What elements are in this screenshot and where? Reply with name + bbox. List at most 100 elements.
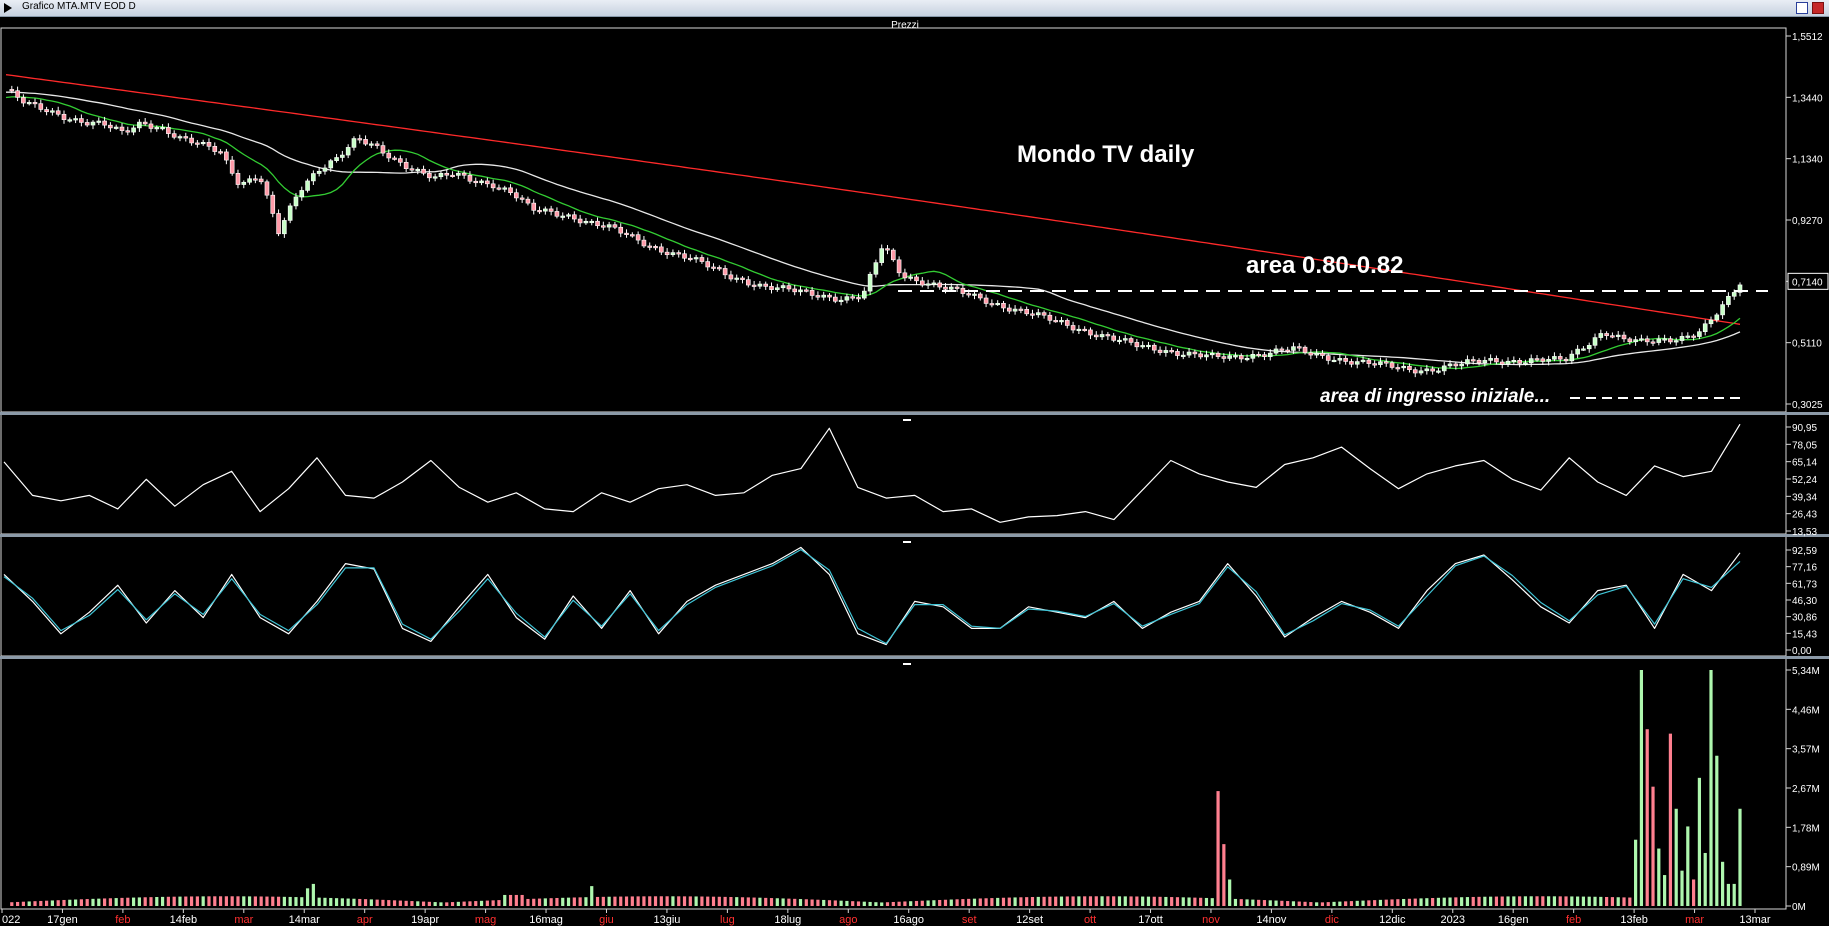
x-tick-label: giu xyxy=(599,914,614,926)
candle-body xyxy=(1035,312,1041,316)
y-tick-label: 39,34 xyxy=(1792,492,1817,503)
volume-bar xyxy=(242,896,246,906)
y-tick-label: 2,67M xyxy=(1792,784,1820,795)
candle-body xyxy=(84,122,90,126)
candle-body xyxy=(357,138,363,141)
volume-bar xyxy=(207,896,211,906)
candle-body xyxy=(809,290,815,296)
volume-bar xyxy=(1233,898,1238,906)
candle-body xyxy=(948,286,954,290)
candle-body xyxy=(554,211,560,217)
volume-bar xyxy=(213,896,217,906)
volume-bar xyxy=(259,896,263,906)
volume-bar xyxy=(561,897,565,906)
x-tick-label: mar xyxy=(234,914,253,926)
candle-body xyxy=(1209,352,1215,356)
volume-bar xyxy=(1402,898,1406,906)
candle-body xyxy=(1180,354,1186,357)
candle-body xyxy=(1279,348,1285,351)
volume-bar xyxy=(352,898,356,906)
volume-bar xyxy=(549,898,553,906)
volume-bar xyxy=(1280,900,1284,906)
oscillator-1-panel xyxy=(3,423,1741,523)
candle-body xyxy=(154,127,160,130)
y-tick-label: 1,1340 xyxy=(1792,155,1823,166)
volume-bar xyxy=(1210,898,1214,906)
candle-body xyxy=(647,245,653,248)
volume-bar xyxy=(1106,896,1110,906)
candle-body xyxy=(519,197,525,200)
volume-bar xyxy=(166,896,170,906)
volume-bar xyxy=(1610,897,1615,906)
candle-body xyxy=(1592,337,1598,346)
candle-body xyxy=(1221,356,1227,359)
volume-bar xyxy=(1355,900,1359,906)
volume-bar xyxy=(590,886,594,906)
close-window-icon[interactable] xyxy=(1812,2,1824,14)
candle-body xyxy=(751,284,757,287)
candle-body xyxy=(1685,335,1691,338)
candle-body xyxy=(1598,333,1604,338)
candle-body xyxy=(189,137,194,144)
volume-bar xyxy=(439,902,443,906)
candle-body xyxy=(717,267,722,270)
candle-body xyxy=(1325,355,1331,361)
volume-bar xyxy=(978,898,982,906)
volume-bar xyxy=(184,896,188,906)
volume-bar xyxy=(1158,896,1162,906)
candle-body xyxy=(334,157,339,162)
volume-bar xyxy=(1170,897,1174,906)
candle-body xyxy=(1656,338,1662,343)
candle-body xyxy=(50,110,55,113)
volume-bar xyxy=(1570,896,1574,906)
volume-bar xyxy=(1048,896,1052,906)
candle-body xyxy=(1302,346,1308,353)
volume-bar xyxy=(369,899,373,906)
candle-body xyxy=(345,147,351,156)
volume-bar xyxy=(253,896,257,906)
volume-bar xyxy=(201,896,205,906)
volume-bar xyxy=(729,896,733,906)
volume-bar xyxy=(717,896,721,906)
candle-body xyxy=(641,239,647,247)
candle-body xyxy=(1679,336,1685,341)
volume-bar xyxy=(195,896,199,906)
panel-frame xyxy=(0,413,1787,535)
candle-body xyxy=(1343,358,1348,362)
volume-bar xyxy=(62,899,66,906)
candle-body xyxy=(1702,323,1708,332)
volume-bar xyxy=(363,899,368,906)
volume-bar xyxy=(468,901,472,906)
y-tick-label: 1,78M xyxy=(1792,823,1820,834)
candle-body xyxy=(688,257,693,261)
restore-window-icon[interactable] xyxy=(1796,2,1808,14)
volume-bar xyxy=(1518,896,1522,906)
volume-bar xyxy=(236,896,240,906)
volume-bar xyxy=(1721,861,1725,906)
volume-bar xyxy=(1651,786,1655,906)
candle-body xyxy=(1354,361,1360,365)
candle-body xyxy=(1621,334,1627,340)
volume-bar xyxy=(1692,879,1696,906)
volume-bar xyxy=(416,901,420,906)
volume-bar xyxy=(1558,896,1562,906)
candle-body xyxy=(409,168,415,171)
volume-bar xyxy=(1494,896,1499,906)
candle-body xyxy=(340,154,345,158)
volume-bar xyxy=(1581,896,1586,906)
x-tick-label: feb xyxy=(1566,914,1581,926)
candle-body xyxy=(664,251,670,256)
volume-bar xyxy=(839,900,843,906)
volume-bar xyxy=(775,898,779,906)
y-tick-label: 3,57M xyxy=(1792,745,1820,756)
candle-body xyxy=(618,226,624,234)
y-tick-label: 5,34M xyxy=(1792,666,1820,677)
volume-bar xyxy=(584,897,588,906)
x-tick-label: 13feb xyxy=(1620,914,1648,926)
candle-body xyxy=(1192,351,1198,355)
volume-bar xyxy=(1738,808,1742,906)
candle-body xyxy=(467,174,473,182)
candle-body xyxy=(55,110,61,115)
volume-bar xyxy=(1367,900,1371,906)
candle-body xyxy=(879,248,884,263)
